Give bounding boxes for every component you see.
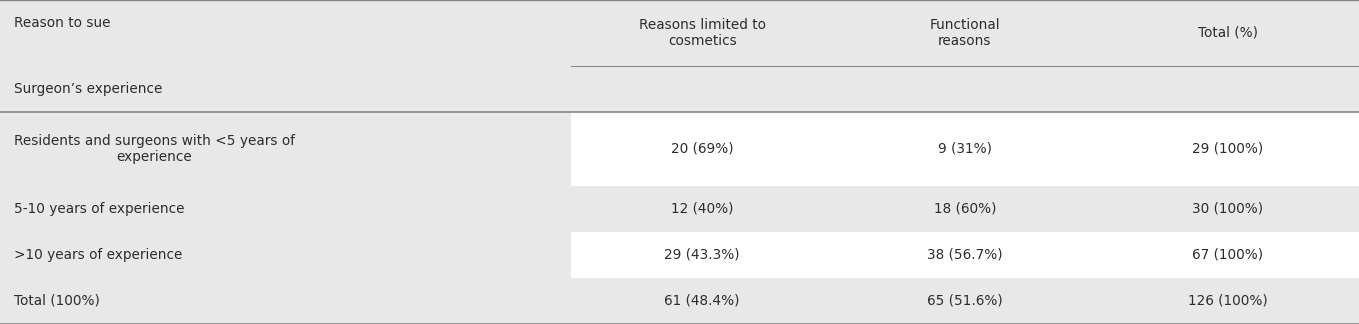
Text: 5-10 years of experience: 5-10 years of experience bbox=[14, 202, 183, 216]
Text: Reason to sue: Reason to sue bbox=[14, 16, 110, 30]
Bar bbox=[833, 111, 1097, 186]
Bar bbox=[1097, 65, 1359, 111]
Bar bbox=[0, 186, 571, 232]
Bar bbox=[571, 232, 833, 278]
Text: 18 (60%): 18 (60%) bbox=[934, 202, 996, 216]
Text: Total (100%): Total (100%) bbox=[14, 294, 99, 308]
Bar bbox=[833, 65, 1097, 111]
Text: Reasons limited to
cosmetics: Reasons limited to cosmetics bbox=[639, 17, 765, 48]
Text: Functional
reasons: Functional reasons bbox=[930, 17, 1000, 48]
Bar bbox=[1097, 278, 1359, 324]
Bar bbox=[0, 111, 571, 186]
Bar bbox=[571, 186, 833, 232]
Text: 30 (100%): 30 (100%) bbox=[1192, 202, 1264, 216]
Bar bbox=[571, 111, 833, 186]
Text: 67 (100%): 67 (100%) bbox=[1192, 248, 1264, 262]
Text: 65 (51.6%): 65 (51.6%) bbox=[927, 294, 1003, 308]
Bar bbox=[0, 65, 571, 111]
Text: 126 (100%): 126 (100%) bbox=[1188, 294, 1268, 308]
Text: 61 (48.4%): 61 (48.4%) bbox=[665, 294, 739, 308]
Bar bbox=[0, 0, 571, 65]
Text: 29 (43.3%): 29 (43.3%) bbox=[665, 248, 739, 262]
Bar bbox=[833, 278, 1097, 324]
Bar bbox=[833, 0, 1097, 65]
Text: 12 (40%): 12 (40%) bbox=[671, 202, 734, 216]
Text: Residents and surgeons with <5 years of
experience: Residents and surgeons with <5 years of … bbox=[14, 133, 295, 164]
Bar bbox=[0, 232, 571, 278]
Text: 20 (69%): 20 (69%) bbox=[671, 142, 734, 156]
Bar bbox=[1097, 232, 1359, 278]
Bar bbox=[571, 278, 833, 324]
Bar bbox=[1097, 111, 1359, 186]
Text: >10 years of experience: >10 years of experience bbox=[14, 248, 182, 262]
Bar bbox=[833, 186, 1097, 232]
Text: 9 (31%): 9 (31%) bbox=[938, 142, 992, 156]
Bar bbox=[1097, 0, 1359, 65]
Bar bbox=[571, 0, 833, 65]
Text: Total (%): Total (%) bbox=[1197, 26, 1257, 40]
Bar bbox=[833, 232, 1097, 278]
Bar bbox=[1097, 186, 1359, 232]
Text: 38 (56.7%): 38 (56.7%) bbox=[927, 248, 1003, 262]
Bar bbox=[0, 278, 571, 324]
Text: Surgeon’s experience: Surgeon’s experience bbox=[14, 82, 162, 96]
Text: 29 (100%): 29 (100%) bbox=[1192, 142, 1264, 156]
Bar bbox=[571, 65, 833, 111]
